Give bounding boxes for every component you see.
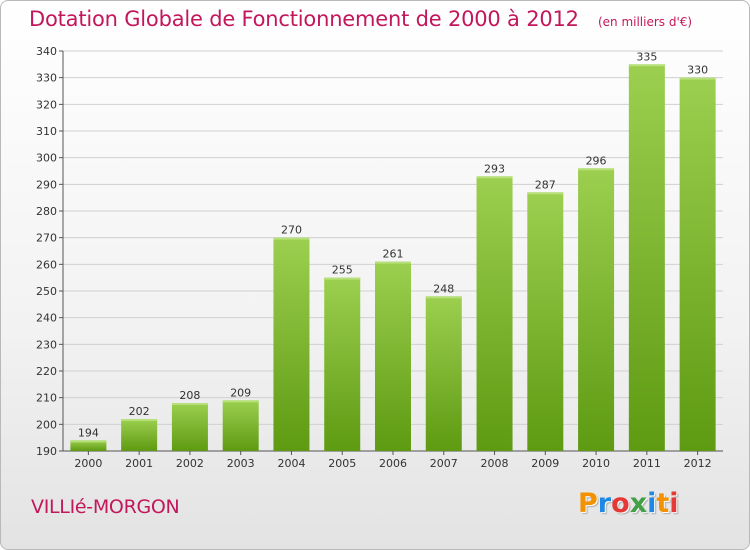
x-tick-label: 2005 [328, 457, 356, 470]
y-tick-label: 230 [36, 338, 57, 351]
bar [171, 403, 208, 451]
brand-letter: x [629, 488, 648, 519]
commune-name: VILLIé-MORGON [31, 496, 180, 518]
x-tick-label: 2006 [379, 457, 407, 470]
bar-highlight [171, 403, 208, 405]
bar-highlight [222, 400, 259, 403]
bar [476, 176, 513, 452]
y-tick-label: 260 [36, 258, 57, 271]
x-tick-label: 2010 [582, 457, 610, 470]
bar [628, 64, 665, 452]
bar-value-label: 296 [586, 154, 607, 167]
bar-value-label: 255 [332, 264, 353, 277]
brand-letter: r [597, 488, 612, 519]
bar-highlight [273, 237, 310, 240]
x-tick-label: 2008 [481, 457, 509, 470]
brand-letter: i [669, 488, 679, 519]
y-tick-label: 210 [36, 392, 57, 405]
x-tick-label: 2012 [684, 457, 712, 470]
bar-value-label: 287 [535, 178, 556, 191]
y-tick-label: 280 [36, 205, 57, 218]
x-tick-label: 2000 [74, 457, 102, 470]
bar-value-label: 261 [383, 248, 404, 261]
bar [324, 277, 361, 451]
y-tick-label: 290 [36, 178, 57, 191]
bar-highlight [425, 296, 462, 299]
y-tick-label: 190 [36, 445, 57, 458]
bar [679, 77, 716, 452]
bar-value-label: 293 [484, 162, 505, 175]
labels: 190 200 210 220 230 240 250 260 270 280 290 300 310 3… [36, 45, 712, 470]
brand-letter: i [647, 488, 657, 519]
y-tick-label: 300 [36, 152, 57, 165]
bars [70, 64, 716, 452]
bar-highlight [121, 419, 158, 421]
y-tick-label: 340 [36, 45, 57, 58]
bar [222, 400, 259, 451]
bar-value-label: 194 [78, 426, 99, 439]
y-tick-label: 330 [36, 72, 57, 85]
x-tick-label: 2004 [277, 457, 305, 470]
bar [273, 237, 310, 451]
y-tick-label: 240 [36, 312, 57, 325]
bar [578, 168, 615, 452]
bar-highlight [527, 192, 564, 195]
bar-highlight [324, 277, 361, 280]
y-tick-label: 320 [36, 98, 57, 111]
x-tick-label: 2007 [430, 457, 458, 470]
bar [425, 296, 462, 451]
bar [70, 440, 107, 451]
bar-value-label: 202 [129, 405, 150, 418]
x-tick-label: 2003 [227, 457, 255, 470]
bar-highlight [578, 168, 615, 171]
y-tick-label: 200 [36, 418, 57, 431]
bar-value-label: 209 [230, 386, 251, 399]
bar-highlight [375, 261, 411, 264]
x-tick-label: 2001 [125, 457, 153, 470]
bar-value-label: 270 [281, 224, 302, 237]
bar [121, 419, 158, 451]
title-block: Dotation Globale de Fonctionnement de 20… [29, 7, 692, 31]
bar-highlight [476, 176, 513, 179]
bar [527, 192, 564, 452]
y-tick-label: 220 [36, 365, 57, 378]
y-tick-label: 250 [36, 285, 57, 298]
x-tick-label: 2011 [633, 457, 661, 470]
chart-title: Dotation Globale de Fonctionnement de 20… [29, 7, 579, 31]
bar-value-label: 208 [179, 389, 200, 402]
bar-value-label: 330 [687, 64, 708, 77]
brand-letter: t [656, 488, 670, 519]
bar-highlight [70, 440, 107, 443]
bar-highlight [679, 77, 716, 80]
bar [375, 261, 411, 451]
chart-unit-label: (en milliers d'€) [597, 15, 693, 29]
y-tick-label: 310 [36, 125, 57, 138]
brand-letter: o [611, 488, 630, 519]
bar-highlight [628, 64, 665, 67]
bar-value-label: 335 [636, 50, 657, 63]
brand-letter: P [578, 488, 598, 519]
y-tick-label: 270 [36, 232, 57, 245]
proxiti-logo: Proxiti [578, 488, 679, 519]
x-tick-label: 2009 [531, 457, 559, 470]
bar-value-label: 248 [433, 282, 454, 295]
x-tick-label: 2002 [176, 457, 204, 470]
